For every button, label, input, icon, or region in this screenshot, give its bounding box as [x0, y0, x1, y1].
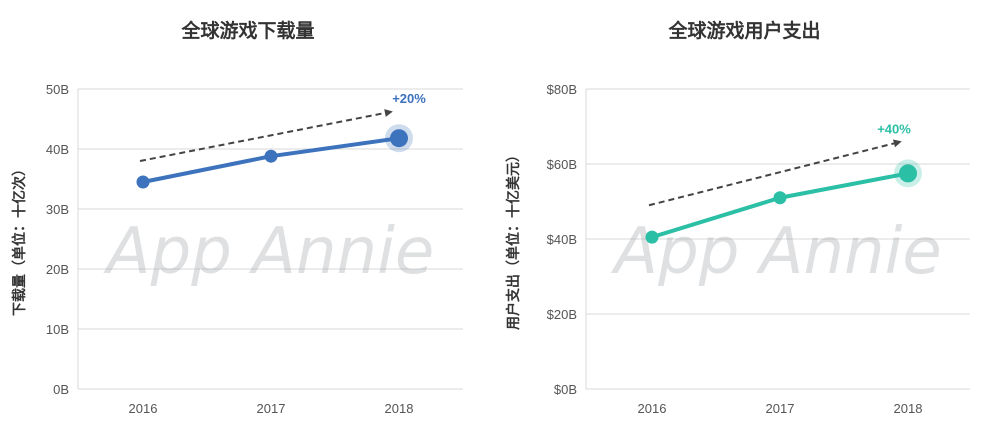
- chart-title: 全球游戏下载量: [181, 20, 315, 42]
- y-tick-label: $60B: [547, 157, 577, 172]
- trend-arrow-line: [648, 142, 895, 207]
- data-point: [773, 191, 787, 205]
- y-tick-label: 30B: [46, 202, 69, 217]
- y-tick-label: 40B: [46, 142, 69, 157]
- y-tick-label: $0B: [554, 382, 577, 397]
- data-point: [899, 164, 917, 183]
- y-tick-label: $40B: [547, 232, 577, 247]
- y-tick-label: 20B: [46, 262, 69, 277]
- y-axis-label: 用户支出（单位：十亿美元）: [505, 148, 522, 330]
- x-tick-label: 2018: [385, 401, 414, 416]
- data-point: [264, 149, 278, 163]
- watermark-text: App Annie: [610, 215, 941, 289]
- x-tick-label: 2017: [766, 401, 795, 416]
- growth-annotation: +40%: [877, 121, 911, 136]
- y-axis-label: 下载量（单位：十亿次）: [11, 162, 28, 316]
- y-tick-label: 10B: [46, 322, 69, 337]
- y-tick-label: 50B: [46, 82, 69, 97]
- x-tick-label: 2017: [257, 401, 286, 416]
- chart-panel-downloads: 全球游戏下载量 0B 10B 20B 30B 40B 50B 2016 2017 2018 下载量…: [0, 0, 496, 434]
- data-point: [390, 129, 408, 148]
- chart-panel-spending: 全球游戏用户支出 $0B $20B $40B $60B $80B 2016 2017 2018…: [496, 0, 993, 434]
- x-tick-label: 2016: [638, 401, 667, 416]
- data-point: [136, 175, 150, 189]
- chart-title: 全球游戏用户支出: [668, 20, 821, 42]
- data-point: [645, 230, 659, 244]
- trend-arrow-head: [384, 109, 393, 117]
- x-tick-label: 2018: [894, 401, 923, 416]
- watermark-text: App Annie: [103, 215, 434, 289]
- trend-arrow-line: [139, 112, 386, 162]
- growth-annotation: +20%: [392, 91, 426, 106]
- y-tick-label: $20B: [547, 307, 577, 322]
- spending-chart: $0B $20B $40B $60B $80B 2016 2017 2018 用户支出（单位：十…: [505, 82, 970, 416]
- y-tick-label: 0B: [53, 382, 69, 397]
- downloads-chart: 0B 10B 20B 30B 40B 50B 2016 2017 2018 下载量（单位：十亿次）…: [11, 82, 463, 416]
- y-tick-label: $80B: [547, 82, 577, 97]
- trend-arrow-head: [893, 139, 902, 148]
- x-tick-label: 2016: [129, 401, 158, 416]
